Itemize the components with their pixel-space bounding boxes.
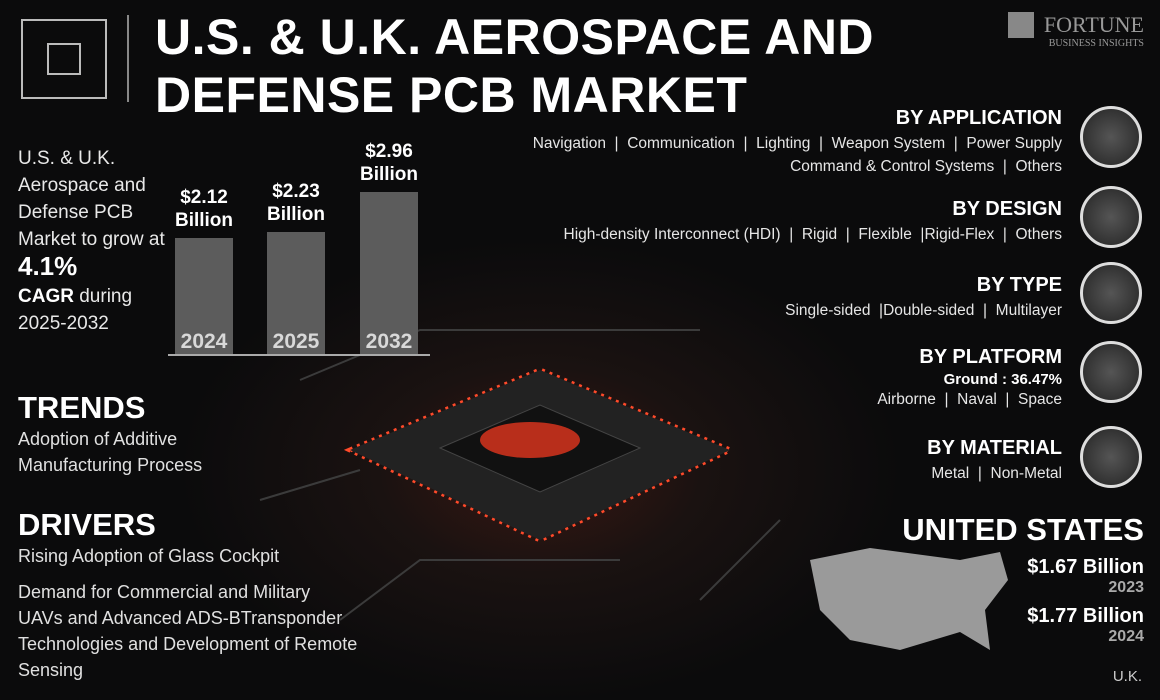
baseline [168, 354, 430, 356]
segment-highlight: Ground : 36.47% [943, 371, 1062, 388]
segment-title: BY TYPE [976, 274, 1062, 296]
intro: U.S. & U.K. Aerospace and Defense PCB Ma… [18, 145, 168, 337]
drivers: DRIVERS Rising Adoption of Glass Cockpit… [18, 507, 358, 693]
cagr-label: CAGR [18, 286, 74, 307]
driver-item: Demand for Commercial and Military UAVs … [18, 582, 358, 680]
segment: BY TYPE Single-sided |Double-sided | Mult… [785, 274, 1062, 322]
bar [175, 237, 233, 354]
segment-line: Single-sided |Double-sided | Multilayer [785, 302, 1062, 319]
logo: FORTUNE BUSINESS INSIGHTS [1044, 12, 1144, 49]
trends: TRENDS Adoption of Additive Manufacturin… [18, 390, 278, 478]
trend-item: Adoption of Additive Manufacturing Proce… [18, 429, 203, 475]
intro-text: U.S. & U.K. Aerospace and Defense PCB Ma… [18, 148, 165, 250]
segment: BY MATERIAL Metal | Non-Metal [927, 437, 1062, 485]
segment: BY PLATFORM Ground : 36.47% Airborne | Nav… [877, 346, 1062, 411]
segment-icon [1080, 341, 1142, 403]
segment: BY APPLICATION Navigation | Communication… [533, 107, 1062, 178]
stat-value: $1.77 Billion [1027, 605, 1144, 627]
drivers-title: DRIVERS [18, 507, 156, 542]
region-footer: U.K. [1112, 668, 1142, 685]
stat-value: $1.67 Billion [1027, 556, 1144, 578]
stat-year: 2024 [1108, 628, 1144, 645]
driver-item: Rising Adoption of Glass Cockpit [18, 546, 280, 566]
value-label: $2.23 Billion [266, 180, 326, 225]
segment-icon [1080, 426, 1142, 488]
segment-title: BY PLATFORM [919, 346, 1062, 368]
segment-title: BY DESIGN [952, 198, 1062, 220]
x-tick-label: 2024 [180, 330, 228, 353]
segment: BY DESIGN High-density Interconnect (HDI)… [564, 198, 1063, 246]
segment-line: Airborne | Naval | Space [877, 391, 1062, 408]
region: UNITED STATES $1.67 Billion 2023 $1.77 Bil… [902, 512, 1144, 646]
logo-text: FORTUNE [1043, 12, 1144, 37]
value-label: $2.12 Billion [174, 186, 234, 231]
segment-line: High-density Interconnect (HDI) | Rigid … [563, 226, 1063, 243]
bar [360, 192, 418, 354]
x-tick-label: 2025 [272, 330, 320, 353]
segment-line: Command & Control Systems | Others [790, 158, 1062, 175]
segment-icon [1080, 106, 1142, 168]
period: during 2025-2032 [18, 286, 133, 334]
segment-icon [1080, 186, 1142, 248]
bar [267, 231, 325, 354]
segment-line: Navigation | Communication | Lighting | … [532, 135, 1062, 152]
segment-title: BY APPLICATION [895, 107, 1062, 129]
region-name: UNITED STATES [902, 512, 1144, 547]
title: U.S. & U.K. AEROSPACE AND DEFENSE PCB MA… [155, 9, 875, 123]
trends-title: TRENDS [18, 390, 146, 425]
stat-year: 2023 [1108, 579, 1144, 596]
segment-line: Metal | Non-Metal [931, 465, 1062, 482]
logo-subtext: BUSINESS INSIGHTS [1048, 38, 1144, 49]
x-tick-label: 2032 [365, 330, 413, 353]
segment-icon [1080, 262, 1142, 324]
cagr: 4.1% [18, 251, 78, 281]
value-label: $2.96 Billion [359, 141, 419, 185]
segment-title: BY MATERIAL [927, 437, 1062, 459]
